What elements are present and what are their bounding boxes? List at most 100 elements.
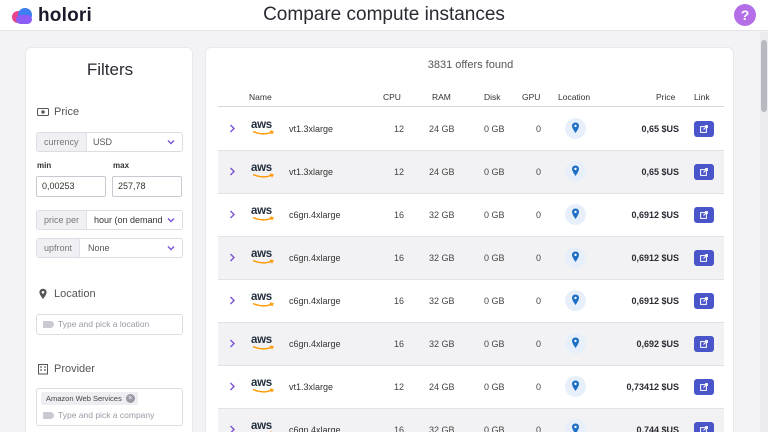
external-link-button[interactable] bbox=[694, 422, 714, 432]
gpu-value: 0 bbox=[536, 382, 542, 392]
chevron-right-icon[interactable] bbox=[229, 210, 236, 219]
table-row[interactable]: aws vt1.3xlarge 12 24 GB 0 GB 0 0,73412 $US bbox=[218, 366, 724, 409]
location-pin-icon[interactable] bbox=[565, 204, 586, 225]
cpu-value: 12 bbox=[394, 124, 405, 134]
chevron-right-icon[interactable] bbox=[229, 296, 236, 305]
external-link-icon bbox=[700, 297, 708, 305]
instance-name: vt1.3xlarge bbox=[289, 124, 334, 134]
col-disk[interactable]: Disk bbox=[484, 92, 501, 102]
external-link-button[interactable] bbox=[694, 336, 714, 352]
external-link-icon bbox=[700, 254, 708, 262]
location-pin-icon[interactable] bbox=[565, 247, 586, 268]
top-bar: holori Compare compute instances ? bbox=[0, 0, 768, 31]
table-row[interactable]: aws c6gn.4xlarge 16 32 GB 0 GB 0 0,692 $US bbox=[218, 323, 724, 366]
aws-logo: aws bbox=[251, 248, 277, 268]
chevron-down-icon bbox=[167, 218, 175, 223]
upfront-value: None bbox=[88, 243, 110, 253]
chevron-right-icon[interactable] bbox=[229, 339, 236, 348]
price-max-input[interactable]: 257,78 bbox=[112, 176, 182, 197]
cpu-value: 16 bbox=[394, 210, 405, 220]
provider-label: Provider bbox=[54, 363, 95, 375]
chip-remove-icon[interactable]: × bbox=[125, 394, 135, 403]
table-row[interactable]: aws vt1.3xlarge 12 24 GB 0 GB 0 0,65 $US bbox=[218, 108, 724, 151]
aws-logo: aws bbox=[251, 205, 277, 225]
external-link-button[interactable] bbox=[694, 250, 714, 266]
location-pin-icon[interactable] bbox=[565, 333, 586, 354]
instance-name: c6gn.4xlarge bbox=[289, 339, 341, 349]
aws-logo: aws bbox=[251, 377, 277, 397]
chevron-right-icon[interactable] bbox=[229, 124, 236, 133]
table-row[interactable]: aws vt1.3xlarge 12 24 GB 0 GB 0 0,65 $US bbox=[218, 151, 724, 194]
price-value: 0,73412 $US bbox=[626, 382, 679, 392]
col-price[interactable]: Price bbox=[656, 92, 676, 102]
price-min-input[interactable]: 0,00253 bbox=[36, 176, 106, 197]
logo[interactable]: holori bbox=[12, 5, 92, 27]
col-link[interactable]: Link bbox=[694, 92, 710, 102]
col-name[interactable]: Name bbox=[249, 92, 272, 102]
ram-value: 24 GB bbox=[429, 382, 455, 392]
currency-label: currency bbox=[37, 133, 87, 151]
location-placeholder: Type and pick a location bbox=[58, 319, 150, 329]
disk-value: 0 GB bbox=[484, 339, 505, 349]
price-per-label: price per bbox=[37, 211, 88, 229]
location-pin-icon[interactable] bbox=[565, 290, 586, 311]
location-pin-icon[interactable] bbox=[565, 118, 586, 139]
table-row[interactable]: aws c6gn.4xlarge 16 32 GB 0 GB 0 0,744 $US bbox=[218, 409, 724, 432]
building-icon bbox=[38, 364, 48, 375]
cpu-value: 12 bbox=[394, 382, 405, 392]
col-ram[interactable]: RAM bbox=[432, 92, 451, 102]
external-link-button[interactable] bbox=[694, 293, 714, 309]
provider-chip[interactable]: Amazon Web Services × bbox=[41, 392, 138, 405]
location-pin-icon[interactable] bbox=[565, 161, 586, 182]
price-icon bbox=[37, 108, 49, 116]
chevron-down-icon bbox=[167, 140, 175, 145]
col-gpu[interactable]: GPU bbox=[522, 92, 541, 102]
location-pin-icon[interactable] bbox=[565, 376, 586, 397]
disk-value: 0 GB bbox=[484, 425, 505, 432]
chevron-right-icon[interactable] bbox=[229, 167, 236, 176]
provider-section-title: Provider bbox=[37, 363, 95, 375]
ram-value: 24 GB bbox=[429, 124, 455, 134]
instance-name: c6gn.4xlarge bbox=[289, 210, 341, 220]
external-link-button[interactable] bbox=[694, 207, 714, 223]
page-scrollbar[interactable] bbox=[760, 32, 768, 432]
disk-value: 0 GB bbox=[484, 167, 505, 177]
help-icon[interactable]: ? bbox=[734, 4, 756, 26]
upfront-select[interactable]: upfront None bbox=[36, 238, 183, 258]
chevron-right-icon[interactable] bbox=[229, 382, 236, 391]
col-cpu[interactable]: CPU bbox=[383, 92, 401, 102]
instance-name: vt1.3xlarge bbox=[289, 167, 334, 177]
price-value: 0,692 $US bbox=[636, 339, 679, 349]
gpu-value: 0 bbox=[536, 425, 542, 432]
chevron-right-icon[interactable] bbox=[229, 425, 236, 432]
external-link-button[interactable] bbox=[694, 379, 714, 395]
price-per-select[interactable]: price per hour (on demand bbox=[36, 210, 183, 230]
price-section-title: Price bbox=[37, 106, 79, 118]
results-panel: 3831 offers found Name CPU RAM Disk GPU … bbox=[205, 47, 734, 432]
disk-value: 0 GB bbox=[484, 253, 505, 263]
external-link-button[interactable] bbox=[694, 164, 714, 180]
gpu-value: 0 bbox=[536, 339, 542, 349]
price-label: Price bbox=[54, 106, 80, 118]
table-row[interactable]: aws c6gn.4xlarge 16 32 GB 0 GB 0 0,6912 $US bbox=[218, 280, 724, 323]
currency-select[interactable]: currency USD bbox=[36, 132, 183, 152]
instance-name: vt1.3xlarge bbox=[289, 382, 334, 392]
provider-placeholder: Type and pick a company bbox=[58, 410, 155, 420]
location-pin-icon[interactable] bbox=[565, 419, 586, 432]
price-per-value: hour (on demand bbox=[94, 215, 163, 225]
location-input[interactable]: Type and pick a location bbox=[36, 314, 183, 335]
gpu-value: 0 bbox=[536, 124, 542, 134]
table-row[interactable]: aws c6gn.4xlarge 16 32 GB 0 GB 0 0,6912 $US bbox=[218, 237, 724, 280]
filters-panel: Filters Price currency USD min max 0,002… bbox=[25, 47, 193, 432]
location-label: Location bbox=[54, 288, 96, 300]
aws-logo: aws bbox=[251, 420, 273, 432]
chevron-right-icon[interactable] bbox=[229, 253, 236, 262]
scrollbar-thumb[interactable] bbox=[761, 40, 767, 112]
table-row[interactable]: aws c6gn.4xlarge 16 32 GB 0 GB 0 0,6912 $US bbox=[218, 194, 724, 237]
ram-value: 32 GB bbox=[429, 296, 455, 306]
external-link-button[interactable] bbox=[694, 121, 714, 137]
col-location[interactable]: Location bbox=[558, 92, 591, 102]
external-link-icon bbox=[700, 383, 708, 391]
provider-input[interactable]: Amazon Web Services × Type and pick a co… bbox=[36, 388, 183, 426]
page-title: Compare compute instances bbox=[263, 4, 505, 25]
